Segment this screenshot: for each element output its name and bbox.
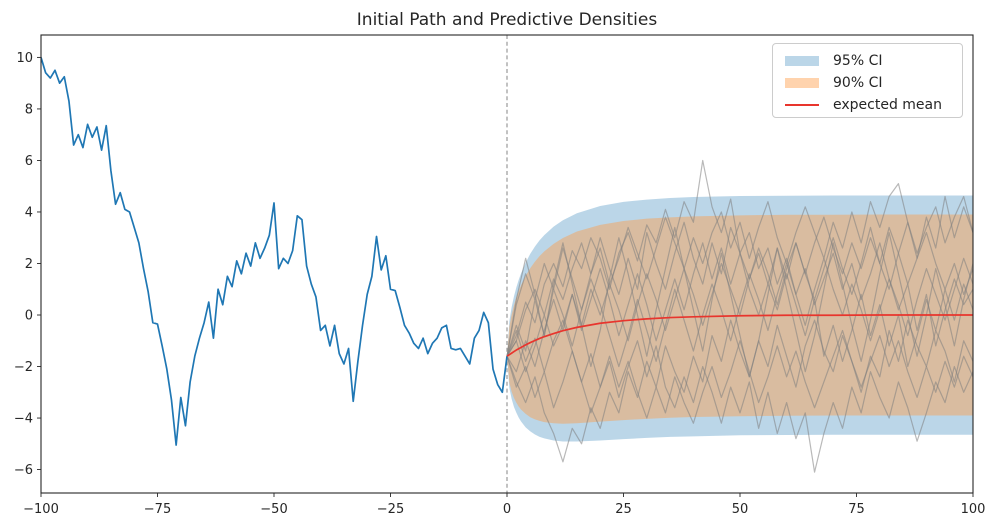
sample-path-8 bbox=[506, 257, 973, 368]
expected-mean bbox=[506, 314, 973, 357]
y-axis-ticks: 10 8 6 4 2 0 −2 −4 −6 bbox=[14, 51, 41, 478]
x-tick-label: 75 bbox=[848, 502, 865, 517]
initial-path bbox=[41, 57, 508, 446]
sample-paths bbox=[506, 159, 973, 473]
legend-item-expected-mean: expected mean bbox=[785, 94, 962, 116]
x-axis-ticks: −100 −75 −50 −25 0 25 50 75 100 bbox=[23, 493, 985, 517]
x-tick-label: 100 bbox=[961, 502, 986, 517]
x-tick-label: −50 bbox=[260, 502, 287, 517]
y-tick-label: 8 bbox=[25, 102, 33, 117]
x-tick-label: −25 bbox=[377, 502, 404, 517]
ci90-band bbox=[507, 214, 973, 424]
initial-path-line bbox=[41, 57, 508, 446]
ci95-swatch-icon bbox=[785, 56, 819, 66]
x-tick-label: 0 bbox=[503, 502, 511, 517]
sample-path-7 bbox=[506, 329, 973, 424]
y-tick-label: −4 bbox=[14, 412, 33, 427]
y-tick-label: −6 bbox=[14, 463, 33, 478]
y-tick-label: 6 bbox=[25, 154, 33, 169]
sample-path-4 bbox=[506, 183, 973, 357]
legend-label-90ci: 90% CI bbox=[833, 75, 883, 91]
legend: 95% CI 90% CI expected mean bbox=[772, 43, 963, 118]
expected-mean-line bbox=[506, 314, 973, 357]
chart-title: Initial Path and Predictive Densities bbox=[357, 10, 658, 30]
sample-path-10 bbox=[506, 195, 973, 373]
x-tick-label: −100 bbox=[23, 502, 59, 517]
legend-item-95ci: 95% CI bbox=[785, 50, 962, 72]
ci90-swatch-icon bbox=[785, 78, 819, 88]
y-tick-label: 4 bbox=[25, 205, 33, 220]
legend-label-95ci: 95% CI bbox=[833, 53, 883, 69]
y-tick-label: −2 bbox=[14, 360, 33, 375]
sample-path-3 bbox=[506, 319, 973, 473]
x-tick-label: 50 bbox=[732, 502, 749, 517]
expected-mean-swatch-icon bbox=[785, 103, 819, 107]
legend-label-expected-mean: expected mean bbox=[833, 97, 942, 113]
y-tick-label: 10 bbox=[16, 51, 33, 66]
legend-item-90ci: 90% CI bbox=[785, 72, 962, 94]
x-tick-label: −75 bbox=[144, 502, 171, 517]
sample-path-9 bbox=[506, 226, 973, 378]
y-tick-label: 2 bbox=[25, 257, 33, 272]
x-tick-label: 25 bbox=[615, 502, 632, 517]
y-tick-label: 0 bbox=[25, 309, 33, 324]
